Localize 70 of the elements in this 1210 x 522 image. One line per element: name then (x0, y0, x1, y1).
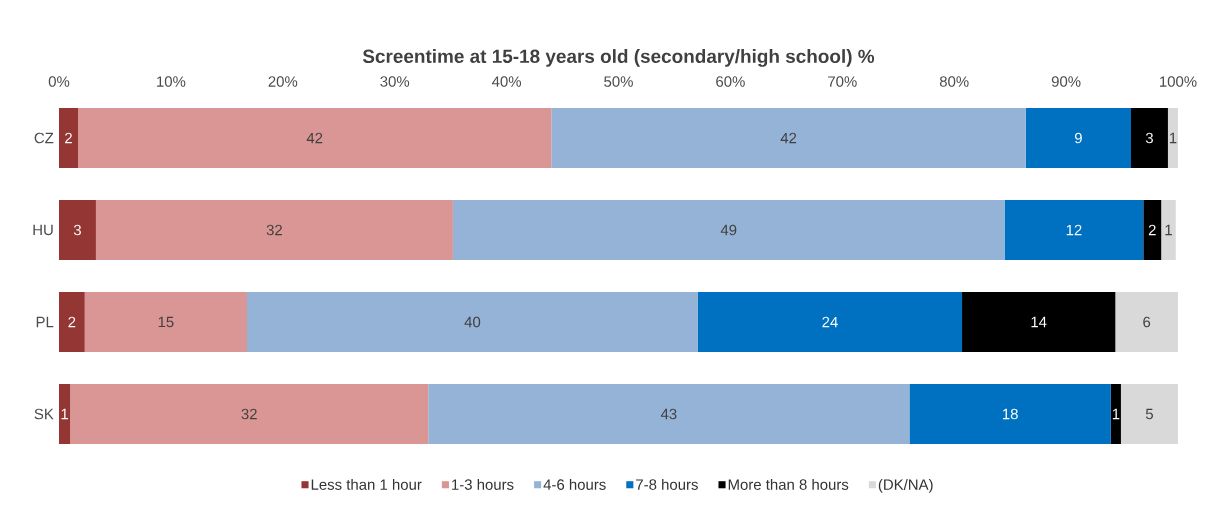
y-tick-label: CZ (34, 132, 54, 144)
bar (909, 384, 1111, 444)
y-tick-label: HU (33, 224, 53, 236)
bar (1110, 384, 1121, 444)
data-label: 5 (1145, 408, 1153, 420)
data-label: 32 (266, 224, 282, 236)
data-label: 2 (65, 132, 72, 144)
data-label: 2 (68, 316, 76, 328)
x-tick-label: 40% (491, 76, 522, 87)
x-tick-label: 30% (380, 76, 410, 87)
x-tick-label: 20% (268, 76, 298, 87)
data-label: 3 (73, 224, 81, 236)
bar (1120, 384, 1178, 444)
bar (551, 108, 1026, 168)
data-label: 2 (1148, 224, 1156, 236)
bar (962, 292, 1116, 352)
bar (1167, 108, 1178, 168)
bar (246, 292, 698, 352)
bar (1004, 200, 1144, 260)
data-label: 1 (1112, 408, 1120, 420)
data-label: 9 (1074, 132, 1082, 144)
data-label: 1 (1169, 132, 1177, 144)
bar (78, 108, 552, 168)
bar (1131, 108, 1168, 168)
data-label: 24 (822, 316, 838, 328)
x-tick-label: 80% (939, 76, 969, 87)
data-label: 32 (241, 408, 257, 420)
bar (59, 292, 85, 352)
y-tick-label: PL (36, 316, 54, 328)
data-label: 1 (1165, 224, 1172, 236)
data-label: 43 (660, 408, 677, 420)
legend-label: 1-3 hours (452, 478, 514, 490)
bar (95, 200, 453, 260)
data-label: 12 (1066, 224, 1082, 236)
legend-label: (DK/NA) (878, 478, 933, 493)
bar (59, 108, 79, 168)
legend-label: 7-8 hours (636, 478, 698, 490)
bar (59, 384, 71, 444)
x-tick-label: 60% (716, 76, 745, 87)
data-label: 18 (1002, 408, 1018, 420)
legend-label: Less than 1 hour (311, 478, 422, 490)
bar (70, 384, 429, 444)
data-label: 15 (158, 316, 174, 328)
x-tick-label: 50% (604, 76, 633, 87)
data-label: 14 (1031, 316, 1047, 328)
bar (1025, 108, 1131, 168)
data-label: 1 (61, 408, 69, 420)
bar (59, 200, 96, 260)
data-label: 40 (464, 316, 481, 328)
data-label: 49 (720, 224, 737, 236)
bar (84, 292, 247, 352)
legend-label: 4-6 hours (543, 478, 606, 490)
chart-title: Screentime at 15-18 years old (secondary/high school) % (362, 49, 875, 67)
data-label: 42 (780, 132, 797, 144)
bar (1115, 292, 1178, 352)
bar (452, 200, 1005, 260)
x-tick-label: 0% (48, 76, 70, 87)
y-tick-label: SK (34, 408, 54, 420)
x-tick-label: 70% (828, 76, 857, 87)
data-label: 42 (306, 132, 323, 144)
bar (1161, 200, 1176, 260)
bar (1143, 200, 1162, 260)
data-label: 6 (1143, 316, 1151, 328)
data-label: 3 (1145, 132, 1153, 144)
x-tick-label: 100% (1160, 76, 1197, 87)
bar (697, 292, 963, 352)
bar (428, 384, 910, 444)
x-tick-label: 10% (157, 76, 186, 87)
x-tick-label: 90% (1051, 76, 1081, 87)
legend-label: More than 8 hours (728, 478, 849, 490)
